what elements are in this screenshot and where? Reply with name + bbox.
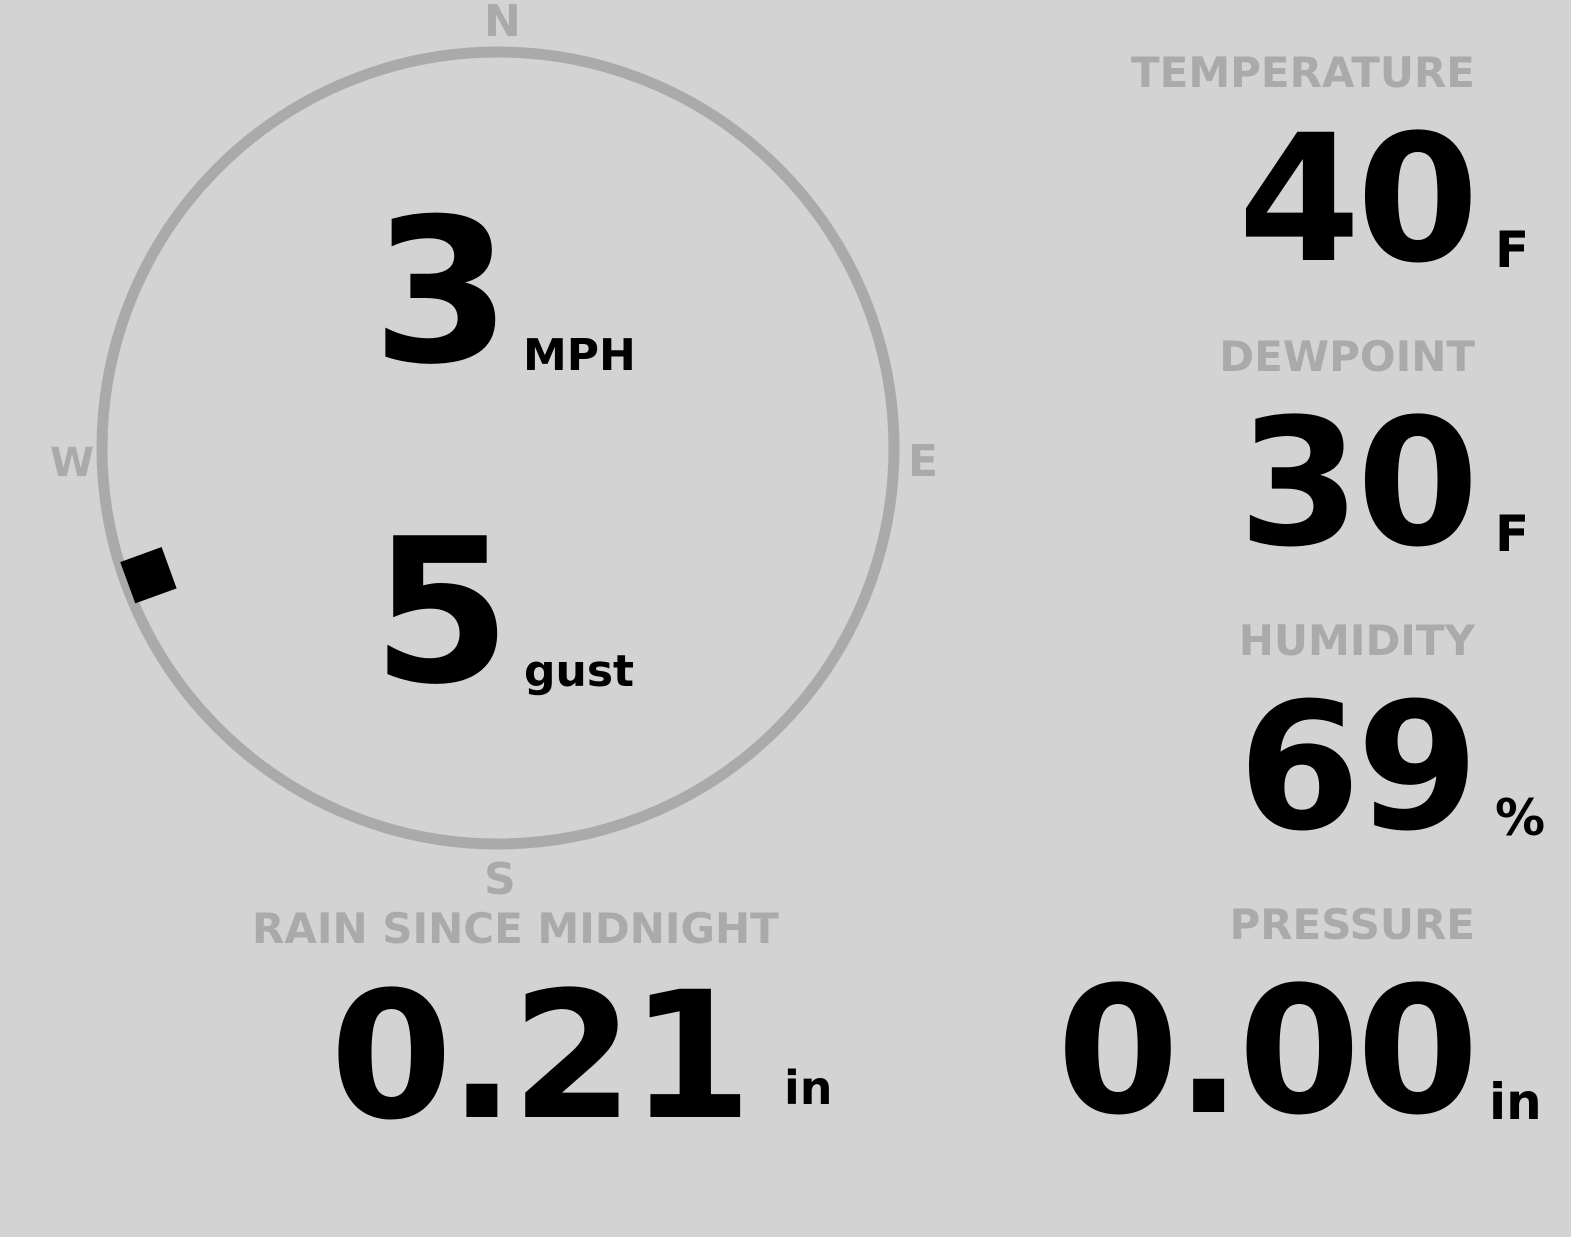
- wind-gust-unit: gust: [524, 646, 635, 697]
- temperature-unit: F: [1495, 220, 1530, 279]
- pressure-value: 0.00: [1056, 949, 1479, 1155]
- rain-unit: in: [784, 1061, 833, 1115]
- wind-gust-value: 5: [372, 496, 512, 729]
- pressure-unit: in: [1489, 1072, 1542, 1131]
- humidity-panel: HUMIDITY 69%: [1238, 616, 1545, 871]
- humidity-label: HUMIDITY: [1238, 616, 1475, 665]
- dewpoint-label: DEWPOINT: [1219, 332, 1475, 381]
- rain-label: RAIN SINCE MIDNIGHT: [252, 904, 779, 953]
- rain-value: 0.21: [330, 954, 752, 1159]
- humidity-unit: %: [1495, 788, 1546, 847]
- dewpoint-value: 30: [1238, 381, 1479, 587]
- wind-speed-unit: MPH: [523, 330, 636, 381]
- compass-north: N: [484, 0, 521, 47]
- temperature-label: TEMPERATURE: [1131, 48, 1475, 97]
- compass-ring: [96, 46, 900, 850]
- dewpoint-unit: F: [1495, 504, 1530, 563]
- temperature-value: 40: [1238, 97, 1479, 303]
- wind-direction-marker: [120, 547, 177, 604]
- compass-east: E: [908, 436, 939, 487]
- wind-speed-value: 3: [372, 176, 512, 409]
- temperature-panel: TEMPERATURE 40 F: [1131, 48, 1529, 303]
- pressure-panel: PRESSURE 0.00 in: [1056, 900, 1542, 1155]
- compass-south: S: [484, 854, 516, 905]
- compass-west: W: [50, 440, 95, 486]
- dewpoint-panel: DEWPOINT 30 F: [1219, 332, 1529, 587]
- pressure-label: PRESSURE: [1229, 900, 1475, 949]
- humidity-value: 69: [1238, 665, 1479, 871]
